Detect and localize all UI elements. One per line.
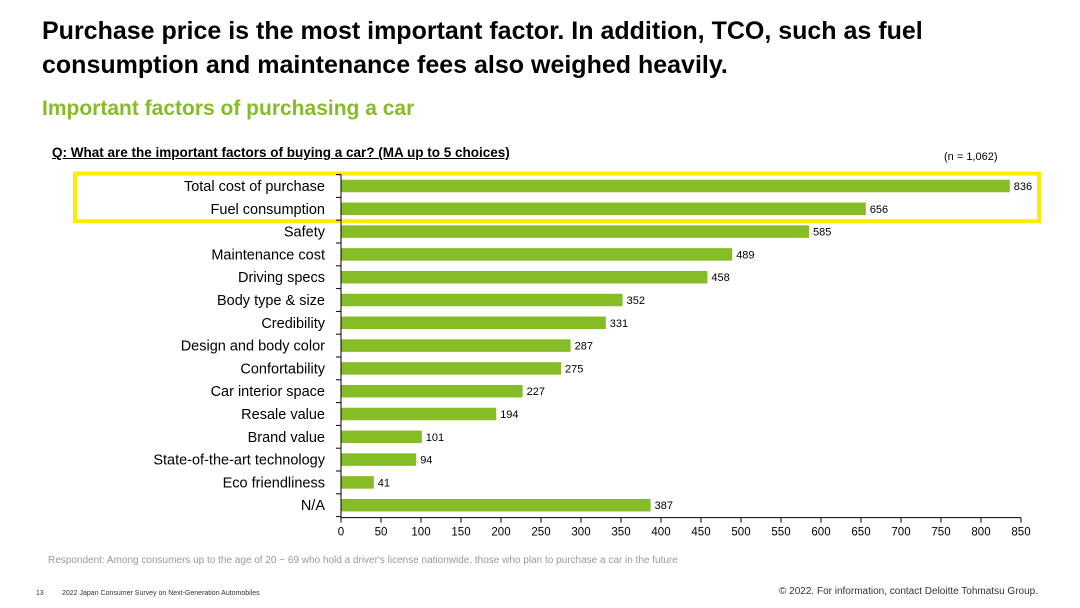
category-label: Design and body color bbox=[181, 339, 325, 355]
x-tick-label: 650 bbox=[851, 527, 870, 539]
category-label: Confortability bbox=[240, 361, 325, 377]
x-tick-label: 400 bbox=[651, 527, 670, 539]
category-label: Driving specs bbox=[238, 270, 325, 286]
bar bbox=[341, 316, 606, 330]
category-label: Brand value bbox=[248, 430, 325, 446]
survey-question: Q: What are the important factors of buy… bbox=[52, 145, 510, 160]
bar bbox=[341, 270, 708, 284]
category-label: Safety bbox=[284, 225, 326, 241]
bar bbox=[341, 476, 374, 489]
x-tick-label: 300 bbox=[571, 527, 590, 539]
x-tick-label: 200 bbox=[491, 527, 510, 539]
value-label: 194 bbox=[500, 409, 518, 421]
bar bbox=[341, 248, 733, 261]
x-tick-label: 550 bbox=[771, 527, 790, 539]
chart-subtitle: Important factors of purchasing a car bbox=[42, 97, 415, 120]
bar bbox=[341, 362, 561, 375]
survey-name: 2022 Japan Consumer Survey on Next-Gener… bbox=[62, 590, 260, 597]
headline: Purchase price is the most important fac… bbox=[42, 17, 923, 79]
x-tick-label: 450 bbox=[691, 527, 710, 539]
bar bbox=[341, 430, 422, 444]
x-tick-label: 50 bbox=[375, 527, 388, 539]
value-label: 275 bbox=[565, 363, 583, 375]
category-label: N/A bbox=[301, 498, 326, 514]
value-label: 387 bbox=[655, 500, 673, 512]
x-tick-label: 600 bbox=[811, 527, 830, 539]
category-label: State-of-the-art technology bbox=[153, 453, 325, 469]
category-label: Total cost of purchase bbox=[184, 179, 325, 195]
value-label: 656 bbox=[870, 204, 888, 216]
sample-size: (n = 1,062) bbox=[944, 151, 998, 163]
x-tick-label: 0 bbox=[338, 527, 344, 539]
value-label: 287 bbox=[575, 341, 593, 353]
value-label: 352 bbox=[627, 295, 645, 307]
x-tick-label: 100 bbox=[411, 527, 430, 539]
bar bbox=[341, 453, 417, 466]
value-label: 101 bbox=[426, 432, 444, 444]
x-tick-label: 750 bbox=[931, 527, 950, 539]
bar bbox=[341, 202, 866, 216]
bar bbox=[341, 293, 623, 307]
value-label: 836 bbox=[1014, 181, 1032, 193]
value-label: 331 bbox=[610, 318, 628, 330]
value-label: 227 bbox=[527, 386, 545, 398]
category-label: Eco friendliness bbox=[223, 475, 325, 491]
value-label: 41 bbox=[378, 477, 390, 489]
category-label: Fuel consumption bbox=[211, 202, 325, 218]
x-tick-label: 850 bbox=[1011, 527, 1030, 539]
bar bbox=[341, 225, 809, 238]
x-tick-label: 800 bbox=[971, 527, 990, 539]
x-tick-label: 700 bbox=[891, 527, 910, 539]
value-label: 489 bbox=[736, 249, 754, 261]
x-tick-label: 250 bbox=[531, 527, 550, 539]
highlight-box bbox=[73, 171, 1041, 224]
category-label: Credibility bbox=[261, 316, 325, 332]
x-tick-label: 150 bbox=[451, 527, 470, 539]
x-tick-label: 350 bbox=[611, 527, 630, 539]
category-label: Maintenance cost bbox=[211, 247, 325, 263]
bar bbox=[341, 498, 651, 512]
bar bbox=[341, 384, 523, 398]
category-label: Resale value bbox=[241, 407, 325, 423]
value-label: 585 bbox=[813, 227, 831, 239]
category-label: Car interior space bbox=[211, 384, 325, 400]
bar bbox=[341, 339, 571, 352]
x-tick-label: 500 bbox=[731, 527, 750, 539]
respondent-note: Respondent: Among consumers up to the ag… bbox=[48, 555, 678, 566]
bar bbox=[341, 407, 497, 421]
value-label: 94 bbox=[420, 455, 432, 467]
page-number: 13 bbox=[36, 590, 44, 597]
copyright: © 2022. For information, contact Deloitt… bbox=[779, 586, 1038, 597]
bar bbox=[341, 179, 1010, 193]
category-label: Body type & size bbox=[217, 293, 325, 309]
value-label: 458 bbox=[711, 272, 729, 284]
